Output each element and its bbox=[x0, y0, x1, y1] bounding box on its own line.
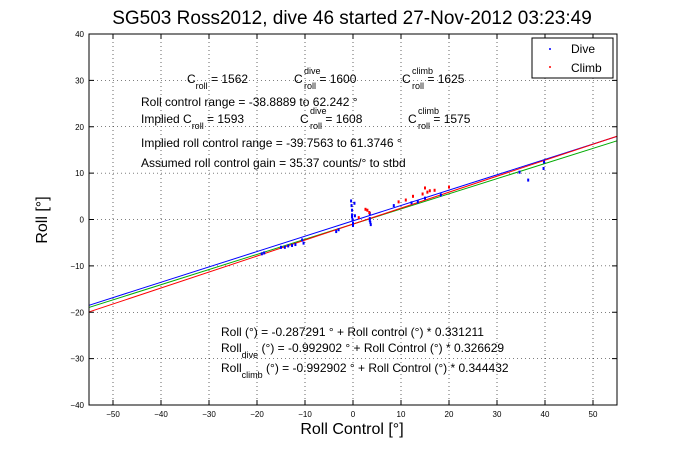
legend-climb-marker bbox=[549, 66, 551, 68]
data-point-climb bbox=[366, 208, 369, 212]
data-point-dive bbox=[518, 170, 521, 174]
fit-roll-equation: Roll (°) = -0.287291 ° + Roll control (°… bbox=[221, 325, 484, 339]
data-point-dive bbox=[351, 208, 354, 212]
legend: Dive Climb bbox=[531, 37, 614, 79]
assumed-roll-control-gain: Assumed roll control gain = 35.37 counts… bbox=[141, 156, 406, 170]
c-roll-dive-annotation: Cdive roll = 1600 bbox=[294, 66, 357, 91]
data-point-climb bbox=[421, 192, 424, 196]
data-point-dive bbox=[369, 220, 372, 224]
y-tick-label: 10 bbox=[75, 169, 84, 178]
c-roll-climb-annotation: Cclimb roll = 1625 bbox=[402, 66, 465, 91]
fit-roll-dive-equation: Rolldive (°) = -0.992902 ° + Roll Contro… bbox=[221, 341, 504, 360]
y-tick-label: −10 bbox=[70, 262, 84, 271]
x-tick-label: 40 bbox=[541, 410, 550, 419]
data-point-climb bbox=[448, 185, 450, 189]
data-point-dive bbox=[350, 204, 353, 208]
x-tick-label: −50 bbox=[106, 410, 120, 419]
implied-c-roll-dive-annotation: Cdive roll = 1608 bbox=[300, 106, 363, 131]
data-point-dive bbox=[353, 214, 356, 218]
x-tick-label: −30 bbox=[202, 410, 216, 419]
data-point-dive bbox=[260, 252, 263, 256]
c-roll-annotation: Croll = 1562 bbox=[187, 72, 248, 91]
implied-roll-control-range: Implied roll control range = -39.7563 to… bbox=[141, 136, 402, 150]
data-point-dive bbox=[280, 245, 282, 249]
data-point-climb bbox=[428, 189, 431, 193]
data-point-climb bbox=[426, 190, 429, 194]
roll-control-range: Roll control range = -38.8889 to 62.242 … bbox=[141, 95, 358, 109]
data-point-climb bbox=[357, 216, 360, 220]
data-point-dive bbox=[392, 204, 395, 208]
data-point-climb bbox=[364, 207, 367, 211]
x-tick-label: −20 bbox=[250, 410, 264, 419]
data-point-dive bbox=[351, 215, 354, 219]
legend-climb-label: Climb bbox=[571, 61, 602, 75]
data-point-dive bbox=[352, 224, 354, 228]
axis-ticks: −50 −40 −30 −20 −10 0 10 20 30 40 50 −40 −30 −20 −10 0 1… bbox=[70, 30, 617, 419]
data-point-dive bbox=[527, 178, 530, 182]
x-tick-label: 0 bbox=[351, 410, 356, 419]
data-point-dive bbox=[263, 251, 266, 255]
data-point-dive bbox=[287, 244, 290, 248]
x-tick-label: 10 bbox=[397, 410, 406, 419]
legend-dive-label: Dive bbox=[571, 42, 595, 56]
x-tick-label: −10 bbox=[298, 410, 312, 419]
implied-c-roll-annotation: Implied Croll = 1593 bbox=[141, 112, 244, 131]
legend-dive-marker bbox=[549, 48, 551, 50]
data-point-dive bbox=[369, 223, 372, 227]
implied-c-roll-climb-annotation: Cclimb roll = 1575 bbox=[408, 106, 471, 131]
y-tick-label: −20 bbox=[70, 308, 84, 317]
data-point-dive bbox=[335, 230, 338, 234]
data-points bbox=[260, 160, 546, 256]
y-tick-label: 40 bbox=[75, 30, 84, 39]
data-point-dive bbox=[368, 218, 371, 222]
data-point-climb bbox=[433, 188, 436, 192]
x-tick-label: −40 bbox=[154, 410, 168, 419]
fit-roll-climb-equation: Rollclimb (°) = -0.992902 ° + Roll Contr… bbox=[221, 361, 509, 380]
data-point-dive bbox=[350, 199, 353, 203]
data-point-dive bbox=[301, 238, 304, 242]
data-point-dive bbox=[416, 200, 419, 204]
x-tick-label: 20 bbox=[445, 410, 454, 419]
x-axis-label: Roll Control [°] bbox=[300, 421, 403, 438]
data-point-dive bbox=[294, 243, 297, 247]
data-point-dive bbox=[302, 241, 305, 245]
annotations: Croll = 1562 Cdive roll = 1600 Cclimb roll… bbox=[141, 66, 509, 380]
y-tick-label: −40 bbox=[70, 401, 84, 410]
y-tick-label: 30 bbox=[75, 76, 84, 85]
data-point-dive bbox=[291, 243, 294, 247]
chart-title: SG503 Ross2012, dive 46 started 27-Nov-2… bbox=[112, 8, 592, 29]
y-axis-label: Roll [°] bbox=[34, 196, 51, 243]
y-tick-label: 0 bbox=[80, 216, 85, 225]
data-point-dive bbox=[439, 193, 442, 197]
y-tick-label: 20 bbox=[75, 123, 84, 132]
data-point-climb bbox=[368, 211, 371, 215]
data-point-dive bbox=[351, 218, 354, 221]
data-point-dive bbox=[543, 160, 546, 164]
data-point-climb bbox=[404, 198, 407, 202]
legend-box bbox=[531, 37, 614, 79]
data-point-dive bbox=[353, 201, 356, 205]
data-point-dive bbox=[351, 213, 354, 217]
x-tick-label: 50 bbox=[589, 410, 598, 419]
data-point-dive bbox=[410, 201, 413, 205]
data-point-climb bbox=[397, 200, 400, 204]
data-point-dive bbox=[542, 166, 545, 170]
y-tick-label: −30 bbox=[70, 355, 84, 364]
data-point-dive bbox=[283, 245, 286, 249]
data-point-dive bbox=[424, 196, 426, 200]
data-point-climb bbox=[424, 186, 426, 190]
data-point-dive bbox=[368, 217, 371, 221]
data-point-climb bbox=[412, 194, 414, 198]
data-point-dive bbox=[352, 221, 354, 225]
x-tick-label: 30 bbox=[493, 410, 502, 419]
data-point-dive bbox=[337, 228, 340, 232]
